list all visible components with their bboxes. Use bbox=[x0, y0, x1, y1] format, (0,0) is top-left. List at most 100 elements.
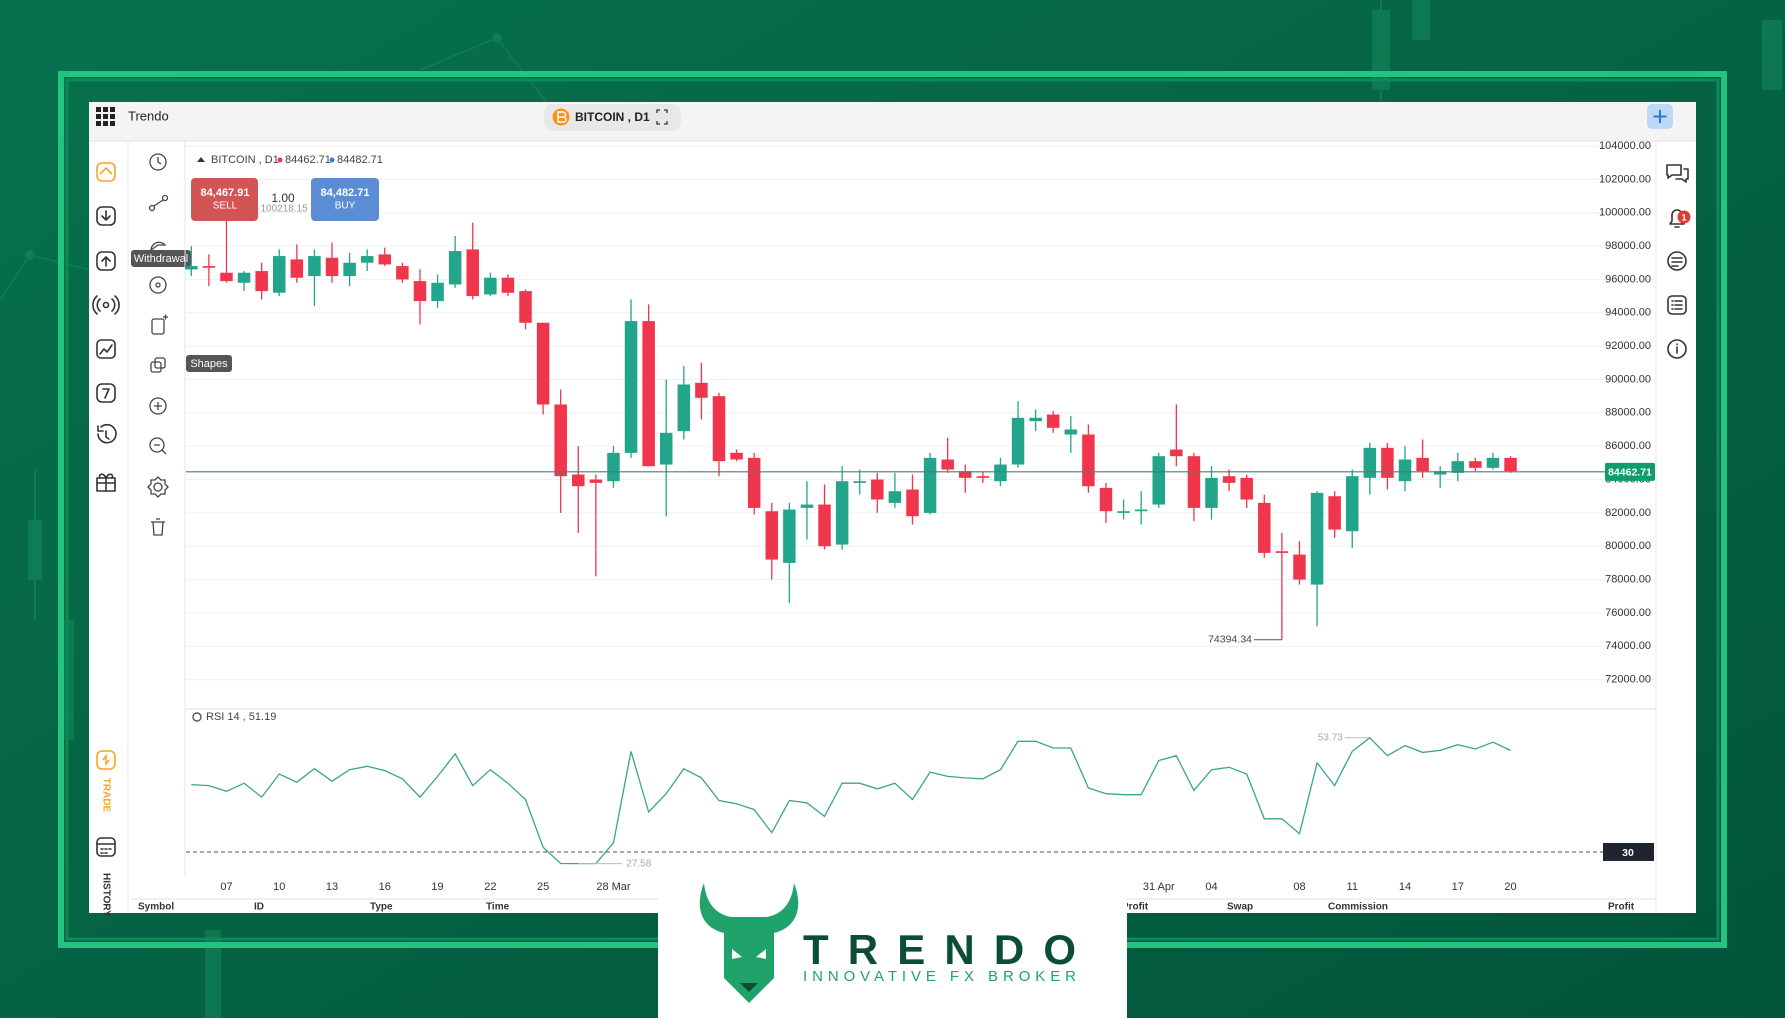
sell-button[interactable]: 84,467.91 SELL bbox=[191, 178, 258, 221]
candle-body bbox=[1363, 447, 1377, 478]
max-marker-label: 53.73 bbox=[1318, 732, 1343, 743]
candle-body bbox=[941, 459, 954, 470]
table-header-cell: Profit bbox=[1608, 902, 1635, 913]
candle-body bbox=[765, 511, 779, 560]
candle-body bbox=[1011, 417, 1025, 465]
min-marker-label: 27.58 bbox=[626, 858, 651, 869]
tooltip-text: Withdrawal bbox=[134, 253, 188, 265]
x-tick-label: 10 bbox=[273, 881, 285, 893]
logo-mark bbox=[699, 883, 799, 1003]
chat-icon[interactable] bbox=[1666, 164, 1689, 183]
candle-body bbox=[835, 481, 849, 545]
candle-body bbox=[1310, 492, 1324, 585]
candle-body bbox=[1258, 502, 1271, 553]
home-icon[interactable] bbox=[96, 162, 116, 182]
candle-body bbox=[1469, 461, 1482, 468]
app-name: Trendo bbox=[128, 108, 169, 123]
deposit-icon[interactable] bbox=[96, 206, 116, 226]
history-icon[interactable] bbox=[97, 423, 117, 444]
candle-body bbox=[677, 384, 691, 432]
candle-body bbox=[1345, 476, 1359, 532]
symbol-tab[interactable]: BITCOIN , D1 bbox=[544, 104, 681, 131]
signal-icon[interactable] bbox=[92, 295, 120, 315]
calendar-icon[interactable] bbox=[96, 383, 116, 403]
candle-body bbox=[818, 504, 831, 547]
trade-tab[interactable]: TRADE bbox=[96, 750, 116, 813]
candle-body bbox=[1240, 477, 1253, 500]
candle-body bbox=[906, 489, 919, 517]
y-tick-label: 96000.00 bbox=[1605, 273, 1651, 285]
withdrawal-icon[interactable] bbox=[96, 251, 116, 271]
candle-body bbox=[1451, 461, 1465, 473]
history-label: HISTORY bbox=[100, 873, 111, 917]
x-tick-label: 28 Mar bbox=[596, 881, 631, 893]
candle-body bbox=[783, 509, 796, 563]
table-header-cell: Commission bbox=[1328, 902, 1388, 913]
top-bar bbox=[89, 102, 1696, 141]
collapse-icon[interactable] bbox=[197, 157, 205, 162]
settings-icon[interactable] bbox=[192, 712, 202, 722]
table-header-cell: Symbol bbox=[138, 902, 174, 913]
menu-button[interactable] bbox=[96, 107, 115, 126]
y-tick-label: 72000.00 bbox=[1605, 674, 1651, 686]
candle-body bbox=[589, 479, 603, 483]
candle-body bbox=[1152, 456, 1165, 505]
add-button[interactable] bbox=[1647, 104, 1673, 129]
candle-body bbox=[994, 464, 1007, 482]
candle-body bbox=[290, 259, 304, 278]
orders-icon[interactable] bbox=[1667, 251, 1687, 271]
y-tick-label: 80000.00 bbox=[1605, 540, 1651, 552]
ask-dot bbox=[329, 157, 335, 163]
header-bid: 84462.71 bbox=[285, 154, 331, 166]
candle-body bbox=[1064, 429, 1078, 435]
lot-size[interactable]: 1.00 bbox=[271, 191, 295, 205]
info-icon[interactable] bbox=[1667, 339, 1687, 359]
x-tick-label: 22 bbox=[484, 881, 496, 893]
list-icon[interactable] bbox=[1667, 295, 1687, 315]
withdrawal-tooltip: Withdrawal bbox=[131, 250, 191, 267]
candle-body bbox=[853, 481, 866, 483]
candle-body bbox=[325, 257, 339, 277]
x-tick-label: 20 bbox=[1504, 881, 1516, 893]
candle-body bbox=[308, 256, 321, 277]
candle-body bbox=[695, 382, 708, 398]
logo-card: TRENDO INNOVATIVE FX BROKER bbox=[658, 871, 1127, 1018]
y-tick-label: 90000.00 bbox=[1605, 373, 1651, 385]
x-tick-label: 04 bbox=[1205, 881, 1217, 893]
gift-icon[interactable] bbox=[96, 473, 116, 492]
table-header-cell: ID bbox=[254, 902, 264, 913]
candle-body bbox=[959, 471, 972, 478]
table-header: Symbol ID Type Time Profit Swap Commissi… bbox=[138, 902, 1635, 913]
candle-body bbox=[255, 271, 268, 292]
candle-body bbox=[484, 277, 497, 295]
candle-body bbox=[888, 491, 902, 503]
x-tick-label: 16 bbox=[379, 881, 391, 893]
buy-button[interactable]: 84,482.71 BUY bbox=[311, 178, 379, 221]
candle-body bbox=[431, 282, 444, 302]
candle-body bbox=[1205, 477, 1218, 508]
chart-icon[interactable] bbox=[96, 339, 116, 359]
y-tick-label: 94000.00 bbox=[1605, 307, 1651, 319]
candle-body bbox=[273, 256, 286, 293]
current-price-tag bbox=[1605, 462, 1655, 481]
candle-body bbox=[1222, 476, 1236, 483]
candle-body bbox=[378, 254, 392, 265]
x-tick-label: 19 bbox=[431, 881, 443, 893]
y-tick-label: 104000.00 bbox=[1599, 140, 1651, 152]
rsi-title: RSI 14 , 51.19 bbox=[206, 711, 276, 723]
candle-body bbox=[185, 266, 198, 270]
drawing-tools[interactable] bbox=[147, 153, 169, 536]
x-tick-label: 17 bbox=[1452, 881, 1464, 893]
candle-body bbox=[1082, 434, 1095, 487]
candle-body bbox=[1416, 457, 1429, 472]
y-tick-label: 92000.00 bbox=[1605, 340, 1651, 352]
sell-label: SELL bbox=[213, 201, 238, 212]
history-tab[interactable]: HISTORY bbox=[96, 837, 116, 917]
level-label: 30 bbox=[1622, 847, 1634, 859]
candle-body bbox=[1293, 554, 1306, 580]
tooltip-text: Shapes bbox=[190, 358, 228, 370]
y-tick-label: 76000.00 bbox=[1605, 607, 1651, 619]
y-tick-label: 98000.00 bbox=[1605, 240, 1651, 252]
